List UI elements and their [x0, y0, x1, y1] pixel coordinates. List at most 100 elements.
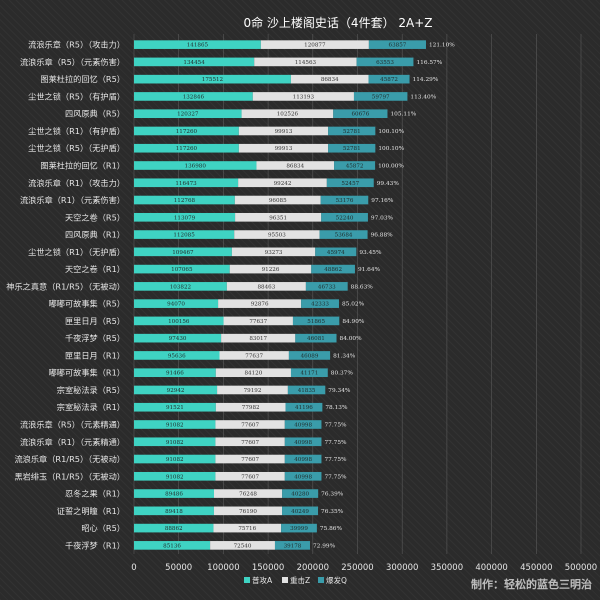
bar-value-label: 86834: [286, 164, 304, 170]
bar-segment-a: [134, 247, 232, 257]
bar-segment-q: [353, 92, 408, 101]
bar-value-label: 117260: [176, 129, 198, 135]
category-label: 尘世之锁（R1）（无护盾）: [28, 247, 125, 257]
bar-value-label: 52457: [341, 181, 359, 187]
category-label: 图莱杜拉的回忆（R1）: [40, 161, 125, 171]
bar-segment-z: [215, 437, 285, 447]
bar-segment-z: [252, 92, 354, 101]
bar-value-label: 96085: [269, 198, 287, 204]
bar-segment-a: [134, 351, 220, 360]
x-tick-label: 450000: [520, 563, 552, 573]
bar-segment-z: [219, 351, 289, 360]
x-tick-label: 400000: [475, 563, 507, 573]
category-label: 千夜浮梦（R5）: [65, 333, 125, 343]
bar-segment-q: [284, 420, 322, 429]
bar-value-label: 40280: [291, 492, 309, 498]
bar-value-label: 93273: [265, 250, 283, 256]
bar-value-label: 136980: [185, 164, 207, 170]
category-label: 证誓之明瞳（R1）: [57, 506, 125, 516]
bar-segment-z: [260, 40, 369, 49]
category-label: 匣里日月（R5）: [65, 316, 125, 326]
bar-segment-q: [284, 471, 322, 481]
bar-segment-a: [134, 299, 219, 308]
bar-value-label: 40998: [294, 423, 312, 429]
x-tick-label: 0: [131, 563, 136, 573]
bar-segment-q: [319, 230, 368, 239]
bar-segment-a: [134, 333, 222, 343]
bar-value-label: 102526: [277, 112, 299, 118]
grid-lines: [133, 34, 582, 554]
bar-segment-a: [134, 126, 239, 136]
category-label: 忍冬之果（R1）: [65, 489, 125, 499]
bar-value-label: 45872: [346, 164, 364, 170]
bar-segment-q: [326, 178, 374, 188]
bar-value-label: 91082: [166, 474, 184, 480]
percent-label: 88.63%: [351, 284, 374, 290]
bar-value-label: 114563: [295, 60, 317, 66]
bar-segment-a: [134, 454, 216, 464]
bar-segment-a: [134, 402, 216, 412]
bar-segment-q: [334, 161, 376, 170]
bar-value-label: 120327: [177, 112, 199, 118]
bar-segment-z: [213, 506, 283, 516]
bar-value-label: 45974: [327, 250, 345, 256]
category-labels: 流浪乐章（R5）（攻击力） 流浪乐章（R5）（元素伤害） 图莱杜拉的回忆（R5） 尘世…: [6, 40, 125, 551]
x-tick-label: 500000: [565, 563, 597, 573]
bar-segment-z: [223, 316, 293, 326]
bar-segment-z: [238, 178, 327, 188]
percent-label: 100.10%: [378, 146, 404, 152]
percent-label: 77.75%: [324, 474, 347, 480]
bar-value-label: 109467: [172, 250, 194, 256]
category-label: 流浪乐章（R5）（元素精通）: [20, 420, 125, 430]
bar-segment-a: [134, 489, 215, 498]
category-label: 流浪乐章（R5）（攻击力）: [28, 40, 125, 50]
percent-label: 96.88%: [371, 233, 394, 239]
bar-segment-q: [290, 368, 328, 378]
percent-label: 84.00%: [340, 336, 363, 342]
legend-swatch-series-z: [282, 577, 288, 583]
bar-value-label: 84120: [244, 371, 262, 377]
bar-segment-a: [134, 420, 216, 429]
bar-value-label: 63857: [389, 43, 407, 49]
bar-segment-a: [134, 161, 257, 170]
x-tick-label: 350000: [431, 563, 463, 573]
percent-label: 77.75%: [324, 457, 347, 463]
category-label: 匣里日月（R1）: [65, 350, 125, 360]
category-label: 神乐之真意（R1/R5）（无被动）: [6, 281, 125, 291]
bar-value-label: 46733: [318, 284, 336, 290]
bar-value-label: 59797: [372, 94, 390, 100]
bar-value-label: 52240: [336, 215, 354, 221]
bar-value-label: 112085: [173, 233, 195, 239]
bar-segment-a: [134, 437, 216, 447]
legend-swatch-series-a: [244, 577, 250, 583]
bar-value-label: 46081: [307, 336, 325, 342]
bar-value-label: 89418: [165, 509, 183, 515]
bar-value-label: 39999: [290, 526, 308, 532]
bar-segment-z: [241, 109, 334, 119]
bar-value-label: 141865: [187, 43, 209, 49]
percent-label: 85.02%: [342, 302, 365, 308]
bar-value-label: 77607: [241, 457, 259, 463]
percent-label: 116.57%: [416, 60, 442, 66]
percent-label: 114.29%: [413, 77, 439, 83]
percent-label: 77.75%: [324, 423, 347, 429]
bar-value-label: 91521: [166, 405, 184, 411]
bar-segment-q: [368, 40, 426, 49]
bar-segment-z: [238, 126, 329, 136]
bar-segment-a: [134, 541, 211, 550]
percent-label: 84.90%: [342, 319, 365, 325]
category-label: 流浪乐章（R1）（元素伤害）: [20, 195, 125, 205]
percent-label: 72.99%: [313, 543, 336, 549]
bar-segment-q: [295, 333, 337, 343]
bar-value-label: 116473: [175, 181, 197, 187]
bar-value-label: 53176: [336, 198, 354, 204]
bar-segment-a: [134, 385, 218, 395]
bar-value-label: 72540: [234, 543, 252, 549]
percent-label: 81.34%: [333, 353, 356, 359]
bar-value-label: 63553: [376, 60, 394, 66]
bar-value-label: 94070: [167, 302, 185, 308]
x-axis-ticks: 0 50000 100000 150000 200000 250000 300000 3500…: [131, 563, 597, 573]
bar-value-label: 100156: [168, 319, 190, 325]
bar-value-label: 39178: [284, 543, 302, 549]
